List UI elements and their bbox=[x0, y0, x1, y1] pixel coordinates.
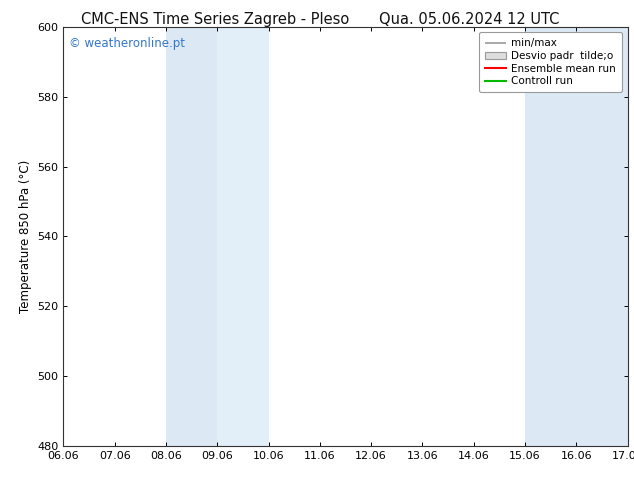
Bar bbox=[217, 27, 269, 446]
Bar bbox=[166, 27, 217, 446]
Text: Qua. 05.06.2024 12 UTC: Qua. 05.06.2024 12 UTC bbox=[379, 12, 559, 27]
Bar bbox=[576, 27, 628, 446]
Bar bbox=[525, 27, 576, 446]
Y-axis label: Temperature 850 hPa (°C): Temperature 850 hPa (°C) bbox=[19, 160, 32, 313]
Text: © weatheronline.pt: © weatheronline.pt bbox=[69, 37, 185, 50]
Legend: min/max, Desvio padr  tilde;o, Ensemble mean run, Controll run: min/max, Desvio padr tilde;o, Ensemble m… bbox=[479, 32, 623, 93]
Text: CMC-ENS Time Series Zagreb - Pleso: CMC-ENS Time Series Zagreb - Pleso bbox=[81, 12, 350, 27]
